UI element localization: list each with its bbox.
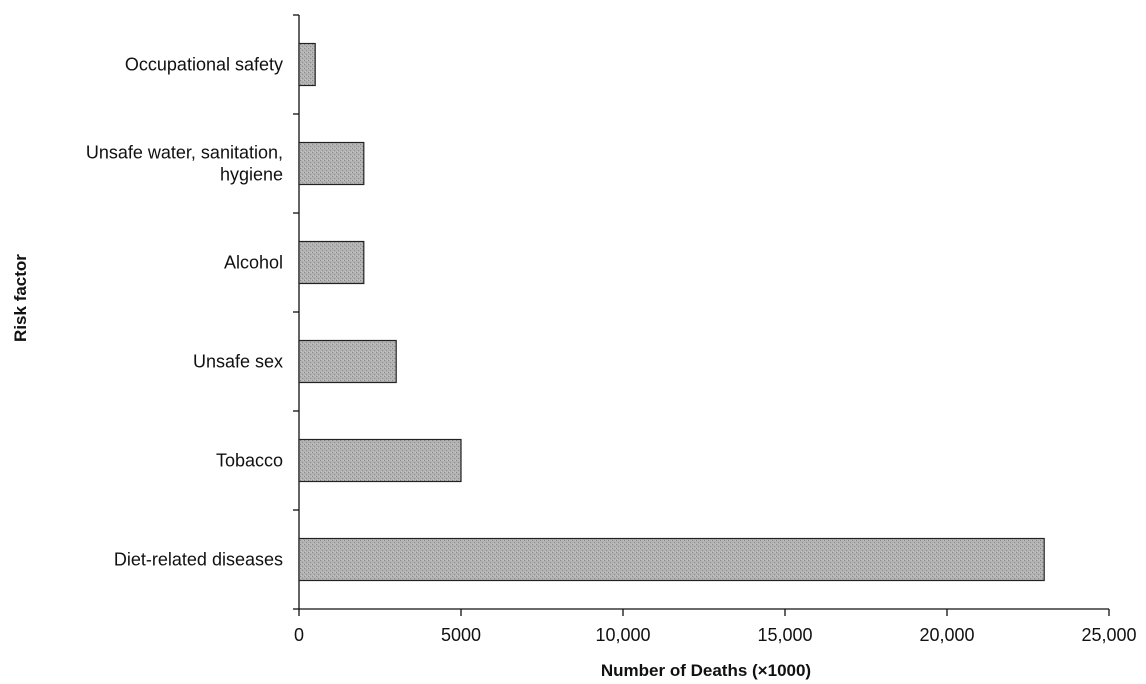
bar — [298, 141, 365, 186]
category-label: Unsafe water, sanitation, hygiene — [86, 143, 283, 185]
category-label: Tobacco — [216, 451, 283, 471]
axes — [298, 15, 1109, 610]
x-axis-title: Number of Deaths (×1000) — [601, 661, 811, 680]
x-tick-label: 0 — [294, 625, 304, 645]
category-label: Unsafe sex — [193, 352, 283, 372]
bar — [298, 339, 397, 384]
x-tick-label: 25,000 — [1081, 625, 1136, 645]
x-tick-labels: 0 5000 10,000 15,000 20,000 25,000 — [294, 625, 1137, 645]
category-label: Occupational safety — [125, 55, 283, 75]
bar — [298, 537, 1045, 582]
category-label: Alcohol — [224, 253, 283, 273]
x-axis-ticks — [298, 609, 1110, 616]
x-tick-label: 20,000 — [919, 625, 974, 645]
bar — [298, 438, 462, 483]
y-axis-ticks — [293, 14, 299, 610]
y-axis-title: Risk factor — [11, 254, 30, 342]
x-tick-label: 10,000 — [595, 625, 650, 645]
x-tick-label: 5000 — [441, 625, 481, 645]
category-labels: Occupational safety Unsafe water, sanitat… — [86, 55, 283, 570]
bar — [298, 240, 365, 285]
bars — [298, 42, 1045, 582]
category-label: Diet-related diseases — [114, 550, 283, 570]
x-tick-label: 15,000 — [757, 625, 812, 645]
bar — [298, 42, 316, 87]
